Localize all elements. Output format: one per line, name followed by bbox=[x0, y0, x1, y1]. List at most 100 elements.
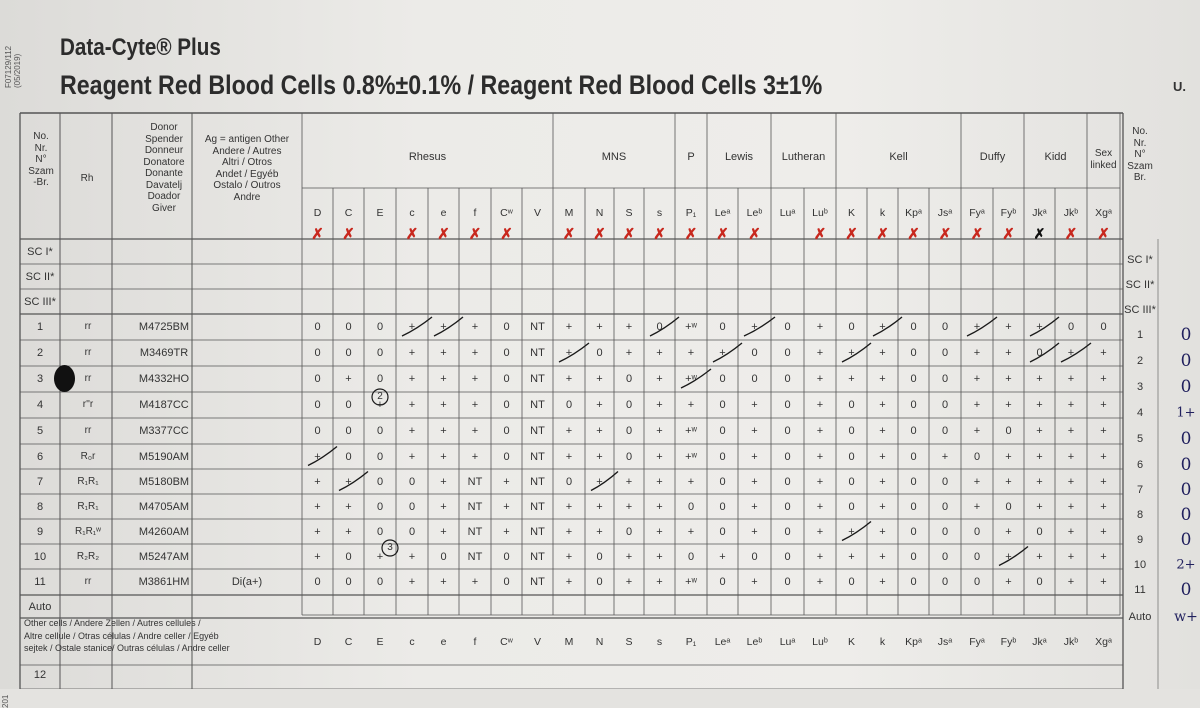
handwritten-crossout bbox=[558, 342, 590, 363]
antigen-footer-3: c bbox=[409, 636, 415, 648]
ruled-out-mark: ✗ bbox=[684, 226, 698, 243]
panel-cell: + bbox=[345, 525, 352, 538]
panel-cell: NT bbox=[530, 399, 545, 411]
ruled-out-mark: ✗ bbox=[405, 226, 419, 243]
panel-row-number: 8 bbox=[36, 500, 44, 513]
panel-cell: + bbox=[656, 475, 663, 488]
panel-cell: + bbox=[471, 399, 479, 411]
panel-cell: + bbox=[848, 373, 855, 385]
panel-cell: + bbox=[879, 475, 886, 488]
ruled-out-mark: ✗ bbox=[938, 226, 952, 243]
panel-cell: + bbox=[1005, 576, 1012, 588]
panel-cell: 0 bbox=[625, 373, 633, 385]
panel-cell: 0 bbox=[941, 321, 949, 333]
ruled-out-mark: ✗ bbox=[653, 226, 666, 243]
panel-cell: 0 bbox=[941, 500, 949, 513]
panel-cell: 0 bbox=[376, 425, 384, 437]
panel-row-number: 3 bbox=[36, 373, 44, 385]
ruled-out-mark: ✗ bbox=[500, 226, 513, 243]
panel-cell: + bbox=[471, 321, 479, 333]
panel-cell: + bbox=[1100, 425, 1107, 437]
panel-cell: 0 bbox=[941, 425, 949, 437]
panel-cell: + bbox=[596, 373, 603, 385]
panel-cell: + bbox=[687, 347, 695, 359]
panel-cell: 0 bbox=[910, 373, 917, 385]
panel-cell: +ʷ bbox=[685, 576, 697, 588]
panel-cell: + bbox=[314, 450, 321, 463]
antigen-header-17: K bbox=[847, 207, 856, 219]
antigen-group-kell: Kell bbox=[889, 151, 908, 163]
col-header-rh: Rh bbox=[80, 173, 94, 184]
circled-note bbox=[371, 388, 389, 406]
screening-row-label: SC I* bbox=[27, 245, 53, 258]
auto-result: w+ bbox=[1174, 608, 1198, 625]
ruled-out-mark: ✗ bbox=[437, 226, 450, 243]
panel-cell: + bbox=[408, 321, 416, 333]
panel-cell: + bbox=[314, 525, 321, 538]
panel-cell: + bbox=[1036, 321, 1043, 333]
panel-row-donor: M3377CC bbox=[139, 425, 189, 437]
patient-result: 2+ bbox=[1176, 557, 1196, 572]
panel-cell: 0 bbox=[910, 525, 917, 538]
panel-cell: +ʷ bbox=[685, 425, 697, 437]
col-header-other: Ag = antigen Other Andere / Autres Altri… bbox=[204, 134, 290, 203]
panel-cell: 0 bbox=[719, 475, 726, 488]
antigen-header-25: Xgᵃ bbox=[1095, 207, 1112, 219]
panel-cell: 0 bbox=[596, 550, 603, 563]
panel-cell: + bbox=[656, 576, 663, 588]
panel-cell: 0 bbox=[345, 321, 352, 333]
antigen-footer-1: C bbox=[344, 636, 353, 648]
screening-row-label-right: SC II* bbox=[1125, 278, 1155, 291]
panel-cell: + bbox=[816, 373, 824, 385]
panel-cell: +ʷ bbox=[685, 321, 697, 333]
panel-cell: NT bbox=[530, 321, 545, 333]
panel-cell: + bbox=[656, 550, 663, 563]
panel-row-number-right: 7 bbox=[1136, 483, 1144, 496]
panel-cell: + bbox=[848, 550, 855, 563]
panel-cell: 0 bbox=[596, 576, 603, 588]
panel-cell: 0 bbox=[314, 373, 321, 385]
panel-row-number-right: 8 bbox=[1136, 508, 1144, 521]
antigen-footer-5: f bbox=[473, 636, 477, 648]
panel-row-number: 11 bbox=[34, 576, 46, 588]
panel-cell: + bbox=[879, 576, 886, 588]
antigen-header-2: E bbox=[376, 207, 384, 219]
panel-cell: + bbox=[751, 425, 758, 437]
panel-cell: + bbox=[408, 576, 416, 588]
panel-cell: + bbox=[440, 525, 447, 538]
panel-cell: + bbox=[1100, 399, 1107, 411]
panel-cell: 0 bbox=[784, 373, 791, 385]
panel-cell: + bbox=[440, 475, 447, 488]
antigen-header-3: c bbox=[409, 207, 415, 219]
panel-cell: + bbox=[440, 425, 447, 437]
panel-cell: 0 bbox=[848, 475, 855, 488]
panel-cell: 0 bbox=[784, 425, 791, 437]
panel-cell: 0 bbox=[503, 450, 510, 463]
panel-cell: + bbox=[816, 576, 824, 588]
antigen-footer-13: Leᵃ bbox=[714, 636, 731, 648]
panel-cell: + bbox=[596, 475, 603, 488]
panel-cell: + bbox=[314, 550, 321, 563]
panel-cell: 0 bbox=[784, 450, 791, 463]
ruled-out-mark: ✗ bbox=[562, 226, 576, 243]
antigen-header-16: Luᵇ bbox=[812, 207, 828, 219]
panel-cell: 0 bbox=[910, 399, 917, 411]
panel-cell: + bbox=[1005, 321, 1012, 333]
form-code-bottom: 201 bbox=[1, 694, 10, 708]
panel-cell: + bbox=[1067, 425, 1075, 437]
panel-cell: + bbox=[1067, 475, 1075, 488]
panel-cell: + bbox=[719, 347, 726, 359]
panel-row-rh: R₂R₂ bbox=[76, 550, 100, 562]
panel-cell: + bbox=[565, 525, 573, 538]
handwritten-crossout bbox=[712, 342, 743, 363]
antigen-footer-21: Fyᵃ bbox=[969, 636, 985, 648]
panel-cell: + bbox=[1067, 525, 1075, 538]
panel-cell: + bbox=[1067, 373, 1075, 385]
panel-row-number-right: 1 bbox=[1136, 329, 1144, 341]
corner-mark: U. bbox=[1173, 79, 1186, 94]
panel-cell: + bbox=[408, 425, 416, 437]
panel-cell: 0 bbox=[751, 347, 758, 359]
panel-cell: + bbox=[656, 425, 663, 437]
panel-cell: 0 bbox=[973, 550, 981, 563]
panel-cell: 0 bbox=[376, 576, 384, 588]
